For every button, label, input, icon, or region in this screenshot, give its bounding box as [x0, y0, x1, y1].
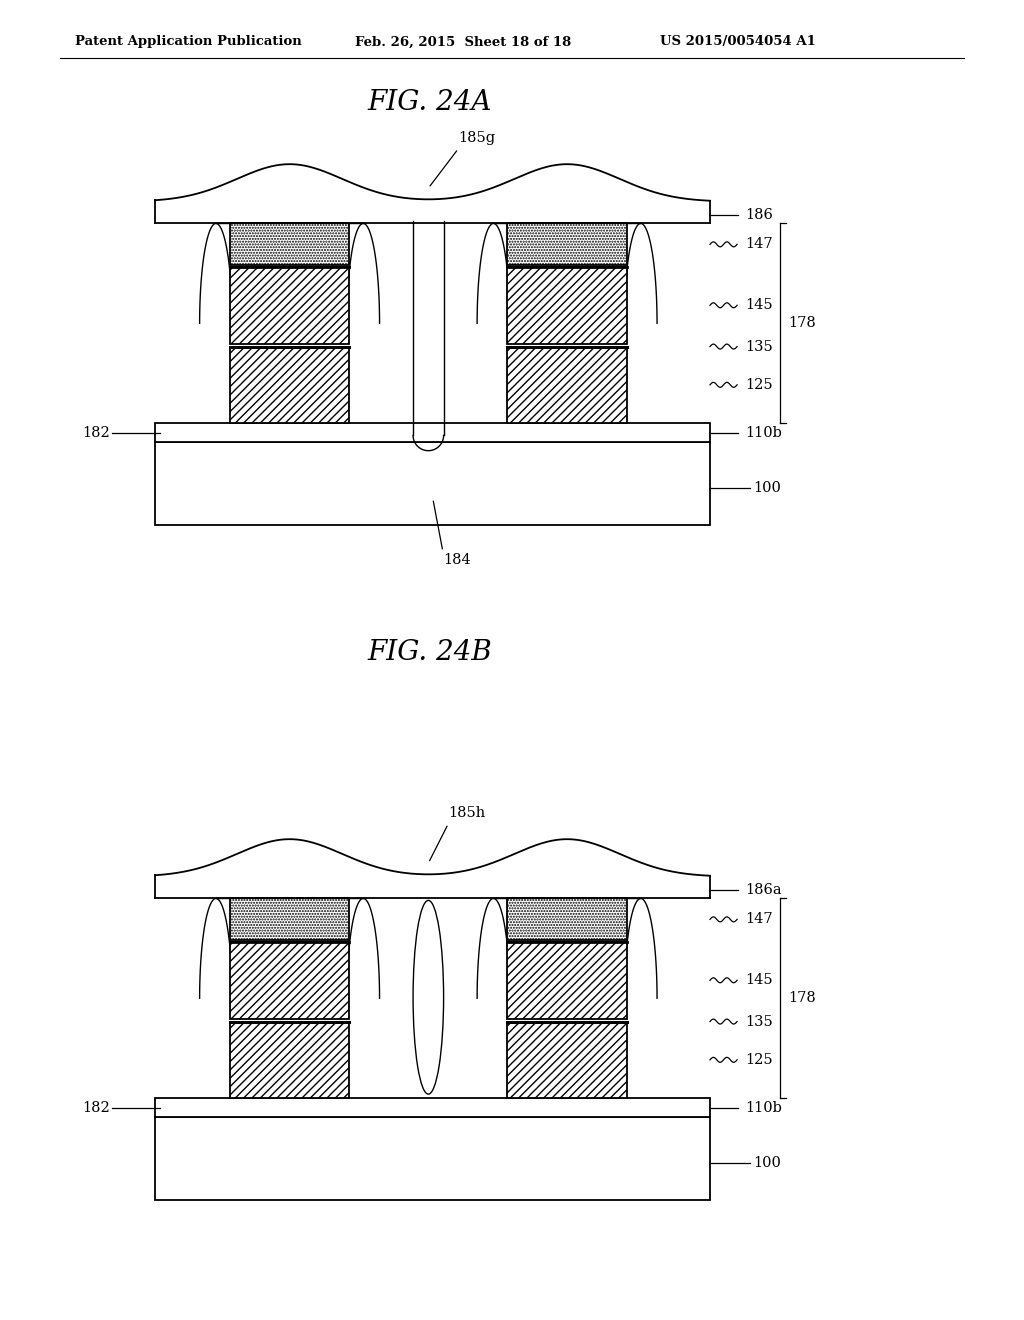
Bar — [508, 347, 627, 424]
Bar — [508, 267, 627, 343]
Text: 185h: 185h — [449, 805, 485, 820]
Bar — [155, 1098, 710, 1117]
Text: 147: 147 — [745, 238, 773, 251]
Text: 125: 125 — [745, 1053, 773, 1067]
Text: 110b: 110b — [745, 425, 782, 440]
Text: 185g: 185g — [459, 131, 496, 145]
Bar — [230, 223, 349, 265]
Text: 145: 145 — [745, 973, 773, 987]
Bar — [508, 899, 627, 940]
Ellipse shape — [413, 900, 443, 1094]
Text: 145: 145 — [745, 298, 773, 313]
Text: 186: 186 — [745, 207, 773, 222]
Bar — [230, 942, 349, 1019]
Text: 100: 100 — [753, 1156, 781, 1170]
Text: 182: 182 — [82, 1101, 110, 1114]
Bar — [230, 267, 349, 343]
Bar — [230, 899, 349, 940]
Bar — [508, 1022, 627, 1098]
Bar — [508, 942, 627, 1019]
Text: 125: 125 — [745, 378, 773, 392]
Text: 147: 147 — [745, 912, 773, 927]
Text: 135: 135 — [745, 339, 773, 354]
Text: 178: 178 — [788, 991, 816, 1006]
Bar — [155, 424, 710, 442]
Bar — [230, 1022, 349, 1098]
Text: Feb. 26, 2015  Sheet 18 of 18: Feb. 26, 2015 Sheet 18 of 18 — [355, 36, 571, 49]
Bar — [230, 347, 349, 424]
Text: 110b: 110b — [745, 1101, 782, 1114]
Text: Patent Application Publication: Patent Application Publication — [75, 36, 302, 49]
Text: 186a: 186a — [745, 883, 781, 896]
Bar — [155, 442, 710, 525]
Bar — [508, 223, 627, 265]
Text: 100: 100 — [753, 480, 781, 495]
Text: 135: 135 — [745, 1015, 773, 1028]
Text: FIG. 24B: FIG. 24B — [368, 639, 493, 665]
Text: 178: 178 — [788, 317, 816, 330]
Bar — [155, 1117, 710, 1200]
Text: 182: 182 — [82, 425, 110, 440]
Text: US 2015/0054054 A1: US 2015/0054054 A1 — [660, 36, 816, 49]
Text: FIG. 24A: FIG. 24A — [368, 88, 493, 116]
Text: 184: 184 — [443, 553, 471, 566]
